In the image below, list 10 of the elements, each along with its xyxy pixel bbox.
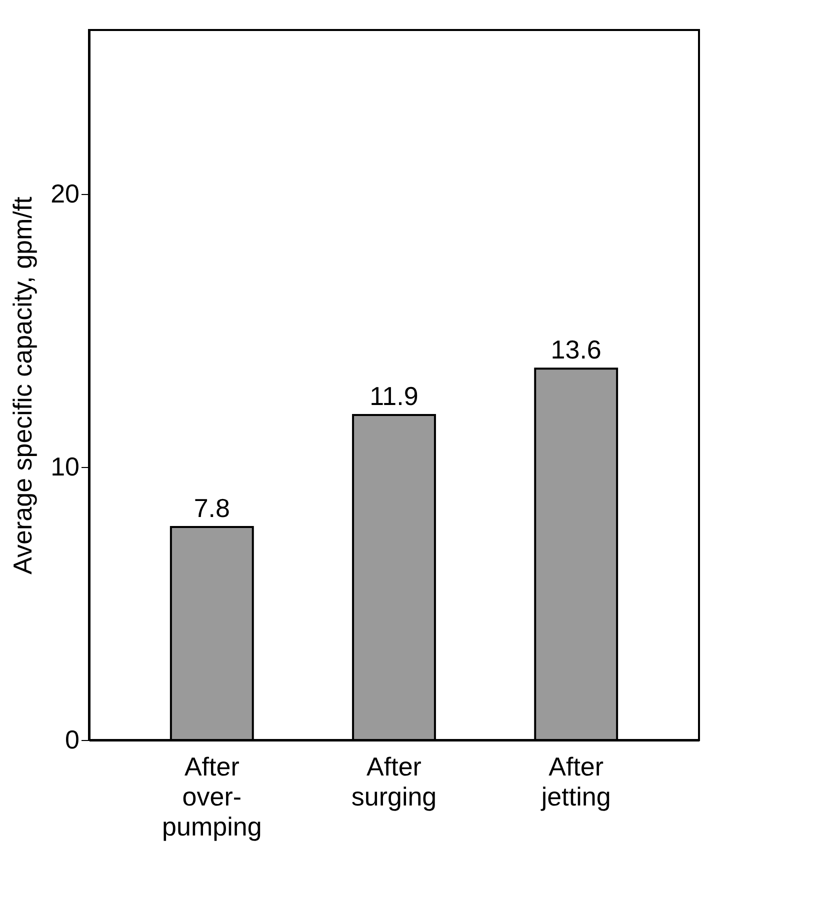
x-tick-label: After over- pumping	[162, 752, 262, 842]
y-tick-label: 0	[65, 724, 80, 754]
y-tick-label: 10	[50, 451, 80, 482]
data-label: 7.8	[194, 493, 230, 523]
y-tick-label: 20	[50, 178, 80, 208]
data-label: 13.6	[550, 334, 602, 365]
y-axis-title: Average specific capacity, gpm/ft	[8, 196, 38, 574]
data-label: 11.9	[370, 381, 418, 412]
x-tick-label: After jetting	[540, 752, 611, 812]
x-tick-label: After surging	[351, 752, 437, 812]
